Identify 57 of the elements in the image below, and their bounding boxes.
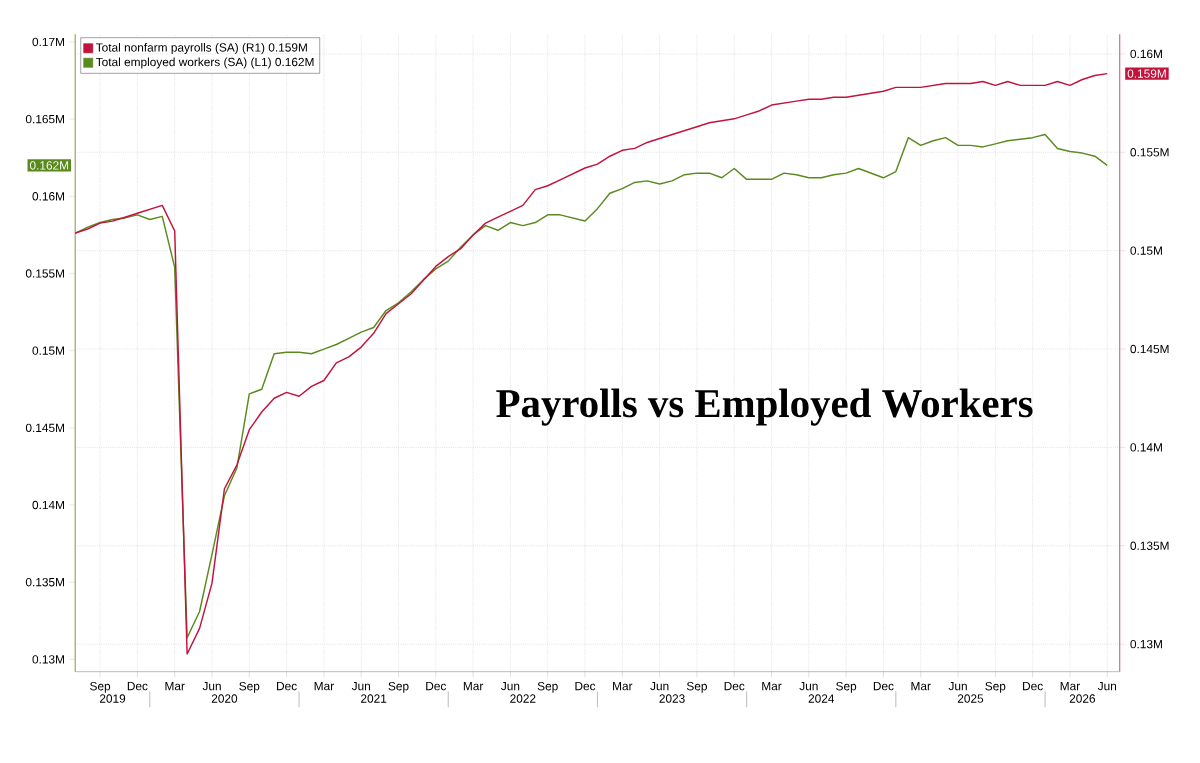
data-label: 0.159M [1127, 69, 1166, 78]
x-tick-label: Dec [724, 682, 745, 691]
x-tick-label: Jun [202, 682, 221, 691]
x-tick-label: Jun [799, 682, 818, 691]
text: 2021 [361, 694, 387, 703]
y2-tick-label: 0.13M [1130, 640, 1162, 649]
x-tick-label: Dec [1023, 682, 1043, 691]
x-tick-label: Sep [836, 682, 857, 693]
text: 0.162M [29, 161, 69, 170]
y2-tick-label: 0.155M [1130, 148, 1169, 157]
x-tick-label: Mar [613, 682, 633, 691]
x-tick-label: Mar [463, 682, 484, 691]
text: 2020 [211, 694, 238, 703]
text: 2022 [510, 694, 536, 703]
legend-label: Total employed workers (SA) (L1) 0.162M [96, 57, 314, 69]
x-tick-label: Sep [686, 682, 707, 693]
x-tick-label: Dec [426, 682, 447, 691]
y-tick-label: 0.17M [32, 37, 64, 47]
x-tick-label: Sep [985, 682, 1006, 693]
text: 2024 [808, 694, 835, 703]
x-tick-label: Dec [873, 682, 894, 691]
x-tick-label: Sep [537, 682, 558, 693]
x-tick-label: Jun [1097, 682, 1117, 691]
y-tick-label: 0.16M [32, 192, 64, 201]
x-tick-label: Dec [277, 682, 297, 691]
y-tick-label: 0.155M [25, 269, 64, 278]
text: Payrolls vs Employed Workers [496, 388, 1033, 426]
y-tick-label: 0.145M [25, 423, 64, 433]
y-tick-label: 0.135M [25, 578, 64, 587]
y-tick-label: 0.15M [32, 346, 64, 356]
y-tick-label: 0.13M [32, 655, 64, 664]
x-tick-label: Dec [575, 682, 596, 691]
y-tick-label: 0.165M [25, 115, 64, 124]
y2-tick-label: 0.135M [1130, 541, 1169, 551]
x-tick-label: Dec [127, 682, 148, 691]
x-tick-label: Sep [388, 682, 409, 693]
y2-tick-label: 0.14M [1130, 443, 1162, 452]
x-tick-label: Sep [239, 682, 260, 693]
x-tick-label: Mar [911, 682, 931, 691]
legend-label: Total nonfarm payrolls (SA) (R1) 0.159M [96, 43, 307, 55]
text: 2023 [659, 694, 685, 703]
x-tick-label: Mar [1060, 682, 1080, 691]
text: 2025 [957, 694, 984, 703]
y2-tick-label: 0.145M [1130, 345, 1169, 354]
x-tick-label: Sep [90, 682, 111, 693]
x-tick-label: Mar [762, 682, 782, 691]
x-tick-label: Jun [351, 682, 370, 691]
x-tick-label: Mar [314, 682, 334, 691]
y-tick-label: 0.14M [32, 501, 64, 510]
x-tick-label: Jun [948, 682, 967, 691]
x-tick-label: Jun [650, 682, 669, 691]
y2-tick-label: 0.16M [1130, 49, 1162, 59]
x-tick-label: Mar [165, 682, 185, 691]
text: 2019 [99, 694, 126, 703]
y2-tick-label: 0.15M [1130, 246, 1162, 256]
x-tick-label: Jun [501, 682, 520, 691]
text: 2026 [1069, 694, 1096, 703]
